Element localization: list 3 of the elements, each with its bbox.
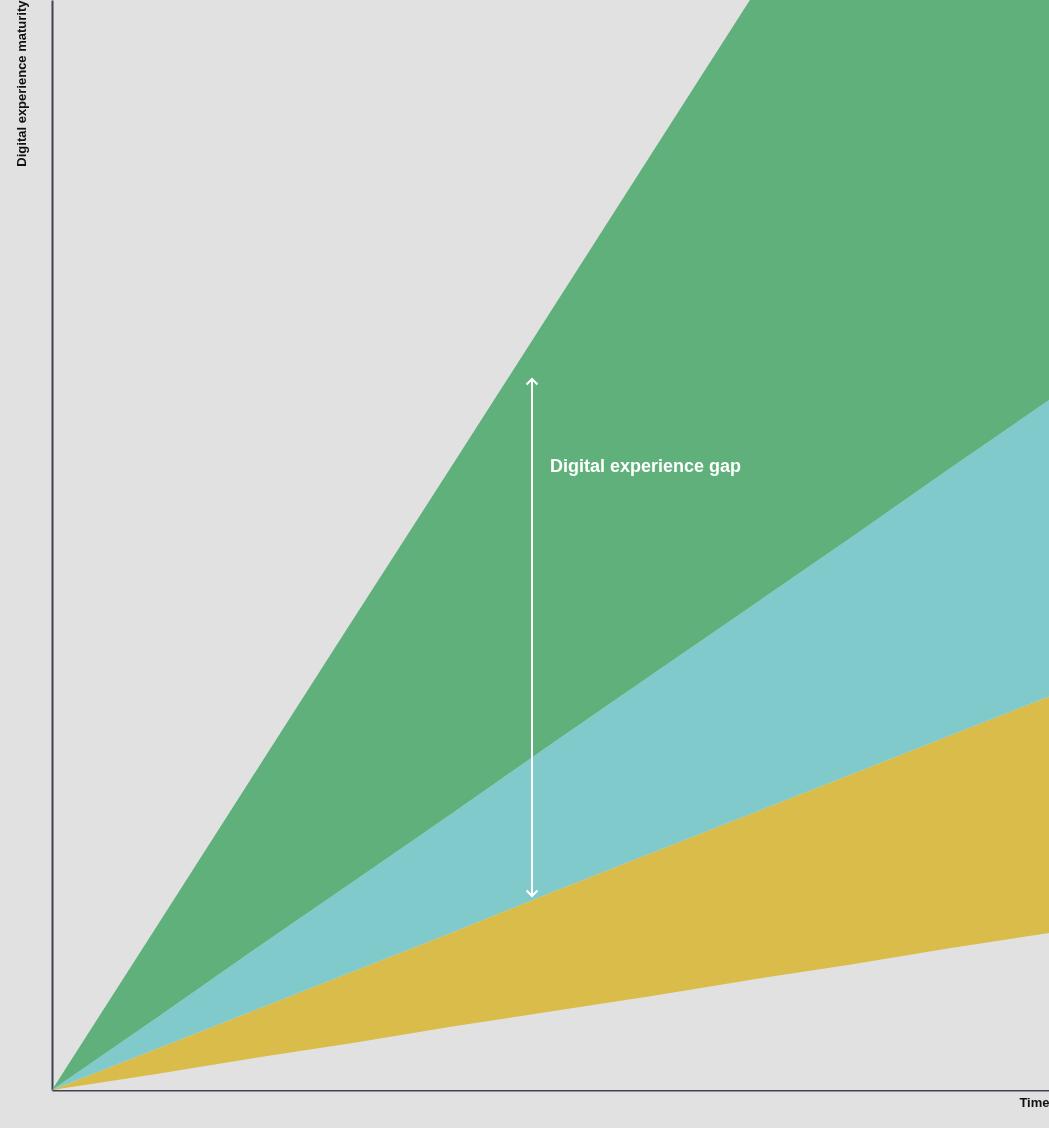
x-axis-title: Time xyxy=(1019,1094,1049,1110)
y-axis-title: Digital experience maturity xyxy=(13,0,29,167)
annotation: Digital experience gap xyxy=(550,456,742,476)
